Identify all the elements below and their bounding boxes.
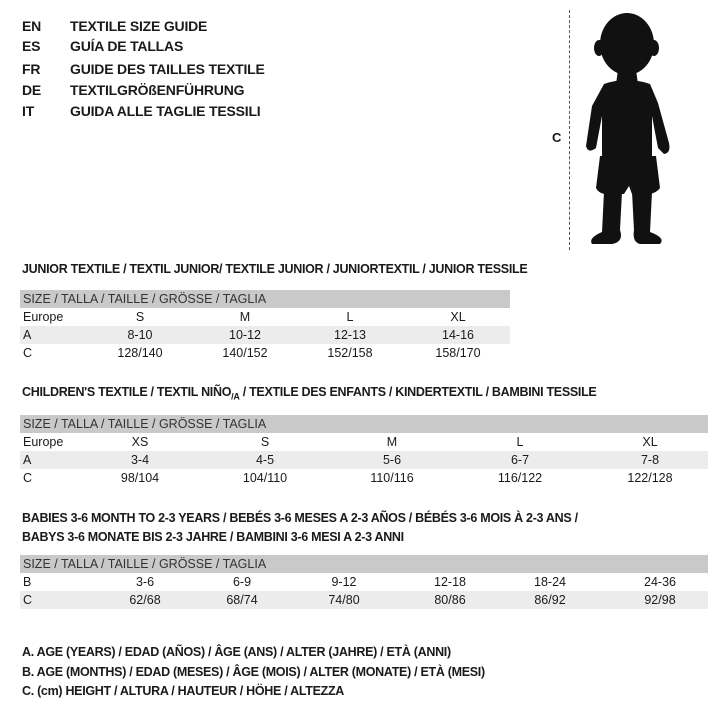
language-code: EN [22, 18, 42, 34]
babies-section-title-line2: BABYS 3-6 MONATE BIS 2-3 JAHRE / BAMBINI… [22, 530, 404, 544]
table-row: A 8-10 10-12 12-13 14-16 [20, 326, 510, 344]
cell: M [386, 435, 398, 449]
cell: 92/98 [644, 593, 676, 607]
cell: 104/110 [242, 471, 288, 485]
guide-title: GUIDA ALLE TAGLIE TESSILI [70, 103, 261, 119]
cell: 128/140 [117, 346, 163, 360]
cell: M [239, 310, 251, 324]
cell: L [516, 435, 524, 449]
row-label: C [23, 471, 33, 485]
row-label: B [23, 575, 32, 589]
cell: 10-12 [229, 328, 261, 342]
cell: 68/74 [226, 593, 258, 607]
cell: 5-6 [382, 453, 402, 467]
table-header-row: SIZE / TALLA / TAILLE / GRÖSSE / TAGLIA [20, 290, 510, 308]
title-subscript: /A [231, 391, 240, 402]
legend-height: C. (cm) HEIGHT / ALTURA / HAUTEUR / HÖHE… [22, 684, 345, 698]
legend-age-months: B. AGE (MONTHS) / EDAD (MESES) / ÂGE (MO… [22, 665, 485, 679]
language-code: DE [22, 82, 42, 98]
cell: XS [131, 435, 149, 449]
cell: 24-36 [644, 575, 676, 589]
cell: 12-18 [434, 575, 466, 589]
child-silhouette-icon [586, 13, 670, 244]
babies-size-table: SIZE / TALLA / TAILLE / GRÖSSE / TAGLIA … [20, 555, 708, 609]
cell: 86/92 [534, 593, 566, 607]
cell: 116/122 [497, 471, 543, 485]
height-measure-label: C [552, 130, 562, 145]
cell: 6-7 [510, 453, 530, 467]
table-row: C 98/104 104/110 110/116 116/122 122/128 [20, 469, 708, 487]
cell: 3-6 [135, 575, 155, 589]
children-size-table: SIZE / TALLA / TAILLE / GRÖSSE / TAGLIA … [20, 415, 708, 487]
children-section-title: CHILDREN'S TEXTILE / TEXTIL NIÑO/A / TEX… [22, 385, 597, 402]
cell: XL [450, 310, 466, 324]
cell: XL [642, 435, 658, 449]
table-row: Europe XS S M L XL [20, 433, 708, 451]
table-row: B 3-6 6-9 9-12 12-18 18-24 24-36 [20, 573, 708, 591]
cell: 3-4 [130, 453, 150, 467]
row-label: A [23, 328, 32, 342]
table-header-row: SIZE / TALLA / TAILLE / GRÖSSE / TAGLIA [20, 415, 708, 433]
row-label: C [23, 346, 33, 360]
guide-title: TEXTILE SIZE GUIDE [70, 18, 208, 34]
language-code: ES [22, 38, 41, 54]
cell: 7-8 [640, 453, 660, 467]
cell: 4-5 [255, 453, 275, 467]
row-label: C [23, 593, 33, 607]
cell: 18-24 [534, 575, 566, 589]
cell: 80/86 [434, 593, 466, 607]
cell: 9-12 [331, 575, 357, 589]
cell: 152/158 [327, 346, 373, 360]
cell: 8-10 [127, 328, 153, 342]
cell: 110/116 [370, 471, 414, 485]
junior-size-table: SIZE / TALLA / TAILLE / GRÖSSE / TAGLIA … [20, 290, 510, 362]
cell: 140/152 [222, 346, 268, 360]
row-label: Europe [23, 310, 64, 324]
row-label: Europe [23, 435, 64, 449]
size-header: SIZE / TALLA / TAILLE / GRÖSSE / TAGLIA [23, 292, 267, 306]
cell: 6-9 [232, 575, 252, 589]
guide-title: GUIDE DES TAILLES TEXTILE [70, 61, 265, 77]
table-row: A 3-4 4-5 5-6 6-7 7-8 [20, 451, 708, 469]
title-text: / TEXTILE DES ENFANTS / KINDERTEXTIL / B… [239, 385, 597, 399]
size-header: SIZE / TALLA / TAILLE / GRÖSSE / TAGLIA [23, 557, 267, 571]
table-row: C 128/140 140/152 152/158 158/170 [20, 344, 510, 362]
cell: 98/104 [120, 471, 160, 485]
title-text: CHILDREN'S TEXTILE / TEXTIL NIÑO [22, 385, 232, 399]
cell: L [346, 310, 354, 324]
language-code: FR [22, 61, 41, 77]
cell: 12-13 [334, 328, 366, 342]
cell: 14-16 [442, 328, 474, 342]
cell: S [260, 435, 270, 449]
babies-section-title-line1: BABIES 3-6 MONTH TO 2-3 YEARS / BEBÉS 3-… [22, 511, 578, 525]
legend-age-years: A. AGE (YEARS) / EDAD (AÑOS) / ÂGE (ANS)… [22, 645, 451, 659]
size-header: SIZE / TALLA / TAILLE / GRÖSSE / TAGLIA [23, 417, 267, 431]
junior-section-title: JUNIOR TEXTILE / TEXTIL JUNIOR/ TEXTILE … [22, 262, 528, 276]
language-code: IT [22, 103, 35, 119]
guide-title: GUÍA DE TALLAS [70, 38, 184, 54]
cell: S [135, 310, 145, 324]
cell: 74/80 [328, 593, 360, 607]
height-measure-line [569, 10, 570, 250]
row-label: A [23, 453, 32, 467]
cell: 158/170 [435, 346, 481, 360]
table-row: C 62/68 68/74 74/80 80/86 86/92 92/98 [20, 591, 708, 609]
table-row: Europe S M L XL [20, 308, 510, 326]
guide-title: TEXTILGRÖßENFÜHRUNG [70, 82, 245, 98]
table-header-row: SIZE / TALLA / TAILLE / GRÖSSE / TAGLIA [20, 555, 708, 573]
cell: 122/128 [627, 471, 673, 485]
cell: 62/68 [129, 593, 161, 607]
